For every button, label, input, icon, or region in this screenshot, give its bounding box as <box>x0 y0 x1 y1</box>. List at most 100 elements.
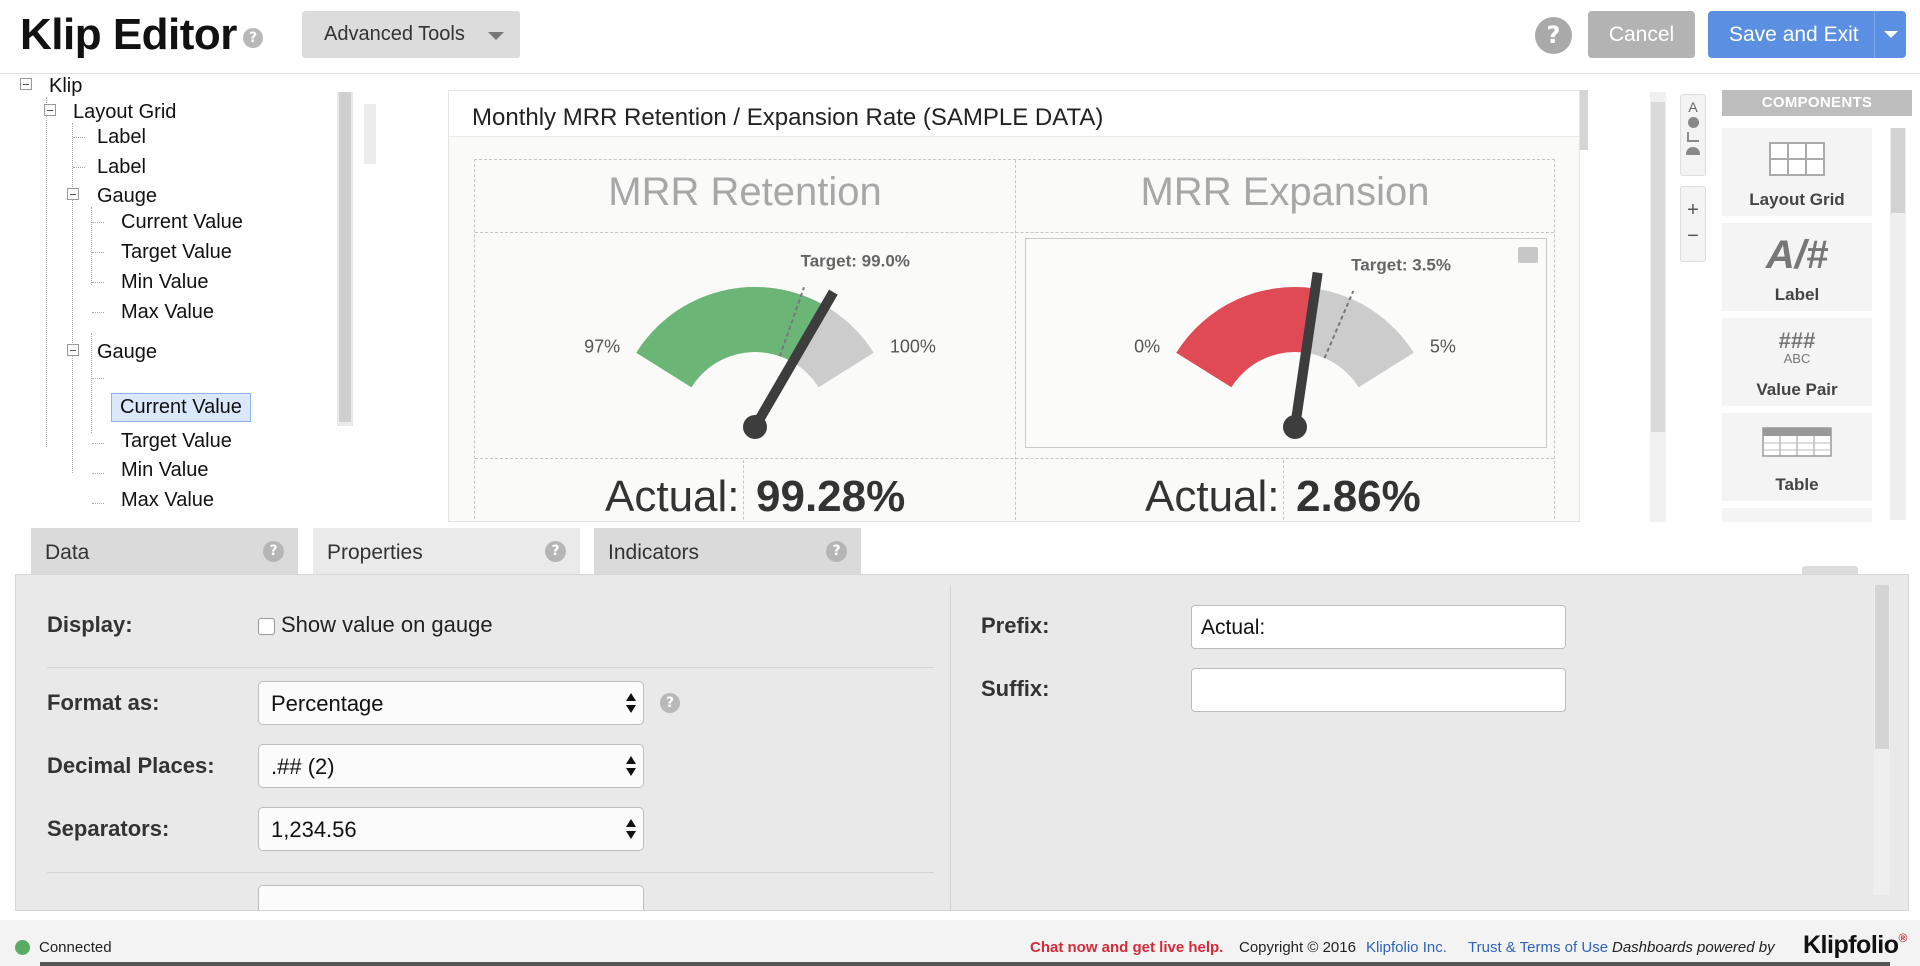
components-scrollbar-thumb[interactable] <box>1891 128 1905 213</box>
tab-data[interactable]: Data ? <box>31 528 298 574</box>
tree-node-current-value[interactable]: Current Value <box>121 211 243 233</box>
tree-node-min-value[interactable]: Min Value <box>121 459 209 481</box>
tree-node-label[interactable]: Label <box>97 156 146 178</box>
tree-node-max-value[interactable]: Max Value <box>121 301 215 323</box>
expansion-gauge[interactable]: 0% 5% Target: 3.5% <box>1055 242 1535 452</box>
format-select[interactable]: Percentage <box>258 681 644 725</box>
tree-scrollbar-thumb[interactable] <box>339 92 351 422</box>
component-menu-icon[interactable] <box>1518 247 1538 263</box>
klip-preview[interactable]: Monthly MRR Retention / Expansion Rate (… <box>448 90 1580 522</box>
gauge-target-label: Target: 99.0% <box>801 251 910 270</box>
help-icon[interactable]: ? <box>545 541 566 562</box>
next-select-partial[interactable] <box>258 885 644 910</box>
display-label: Display: <box>47 612 133 637</box>
components-scrollbar[interactable] <box>1890 128 1906 520</box>
bar-tool-icon[interactable] <box>1687 132 1699 142</box>
klip-title: Monthly MRR Retention / Expansion Rate (… <box>449 91 1579 137</box>
tree-line <box>73 137 85 138</box>
tab-properties[interactable]: Properties ? <box>313 528 580 574</box>
help-icon[interactable]: ? <box>826 541 847 562</box>
zoom-out-icon[interactable]: − <box>1687 225 1699 247</box>
component-label: Layout Grid <box>1749 190 1845 209</box>
text-tool-icon[interactable]: A <box>1688 99 1698 115</box>
collapse-toggle-icon[interactable] <box>67 344 79 356</box>
properties-scrollbar[interactable] <box>1874 585 1890 895</box>
tab-indicators[interactable]: Indicators ? <box>594 528 861 574</box>
gauge-needle <box>1290 271 1323 428</box>
help-icon[interactable]: ? <box>1535 17 1572 54</box>
pie-tool-icon[interactable] <box>1687 117 1699 128</box>
app-title: Klip Editor <box>20 10 237 59</box>
tree-node-current-value-selected[interactable]: Current Value <box>111 393 251 422</box>
panel-resize-handle[interactable] <box>1802 566 1858 574</box>
trademark-icon: ® <box>1898 931 1907 945</box>
component-value-pair[interactable]: ### ABC Value Pair <box>1722 318 1872 406</box>
chat-link[interactable]: Chat now and get live help. <box>1030 939 1224 956</box>
canvas-left-handle[interactable] <box>364 104 376 164</box>
grid-divider <box>1283 460 1284 521</box>
component-table[interactable]: Table <box>1722 413 1872 501</box>
tree-node-max-value[interactable]: Max Value <box>121 489 215 511</box>
tree-line <box>92 222 104 223</box>
tree-node-gauge[interactable]: Gauge <box>97 341 158 363</box>
advanced-tools-label: Advanced Tools <box>324 23 465 45</box>
component-label: Label <box>1774 285 1820 304</box>
prefix-input[interactable]: Actual: <box>1191 605 1566 649</box>
gauge-target-label: Target: 3.5% <box>1351 256 1451 275</box>
help-icon[interactable]: ? <box>660 693 680 713</box>
separators-value: 1,234.56 <box>271 817 357 842</box>
copyright-text: Copyright © 2016 <box>1239 939 1356 956</box>
save-options-chevron-icon[interactable] <box>1874 11 1906 58</box>
tree-node-target-value[interactable]: Target Value <box>121 430 232 452</box>
format-label: Format as: <box>47 690 160 715</box>
help-icon[interactable]: ? <box>263 541 284 562</box>
footer-edge <box>40 962 1890 966</box>
tree-node-label[interactable]: Label <box>97 126 146 148</box>
expansion-actual-value[interactable]: 2.86% <box>1296 472 1421 521</box>
label-icon: A/# <box>1765 233 1829 277</box>
component-layout-grid[interactable]: Layout Grid <box>1722 128 1872 216</box>
terms-link[interactable]: Trust & Terms of Use <box>1468 939 1609 956</box>
collapse-toggle-icon[interactable] <box>20 78 32 90</box>
tree-node-klip[interactable]: Klip <box>49 75 83 97</box>
show-value-checkbox[interactable] <box>258 618 275 635</box>
component-label-item[interactable]: A/# Label <box>1722 223 1872 311</box>
collapse-toggle-icon[interactable] <box>44 104 56 116</box>
tree-node-gauge[interactable]: Gauge <box>97 185 158 207</box>
retention-actual-value[interactable]: 99.28% <box>756 472 906 521</box>
advanced-tools-dropdown[interactable]: Advanced Tools <box>302 11 520 58</box>
layout-grid[interactable]: MRR Retention MRR Expansion 97% 100% Targe… <box>474 159 1555 521</box>
tree-node-min-value[interactable]: Min Value <box>121 271 209 293</box>
grid-divider <box>743 460 744 521</box>
components-header: COMPONENTS <box>1722 90 1912 116</box>
gauge-tool-icon[interactable] <box>1686 147 1700 155</box>
tree-node-layout-grid[interactable]: Layout Grid <box>73 101 177 123</box>
properties-scrollbar-thumb[interactable] <box>1875 585 1889 749</box>
save-and-exit-button[interactable]: Save and Exit <box>1708 11 1906 58</box>
klipfolio-logo[interactable]: Klipfolio® <box>1803 931 1907 960</box>
gauge-min-label: 0% <box>1134 336 1160 356</box>
show-value-label[interactable]: Show value on gauge <box>281 612 493 637</box>
company-link[interactable]: Klipfolio Inc. <box>1366 939 1447 956</box>
suffix-input[interactable] <box>1191 668 1566 712</box>
decimal-places-select[interactable]: .## (2) <box>258 744 644 788</box>
tree-node-target-value[interactable]: Target Value <box>121 241 232 263</box>
title-help-icon[interactable]: ? <box>243 28 263 48</box>
canvas-scrollbar-thumb[interactable] <box>1651 102 1665 432</box>
retention-actual-prefix[interactable]: Actual: <box>605 472 740 521</box>
component-item-partial[interactable] <box>1722 508 1872 522</box>
divider <box>47 872 934 873</box>
retention-gauge[interactable]: 97% 100% Target: 99.0% <box>515 242 995 452</box>
cancel-button[interactable]: Cancel <box>1588 11 1695 58</box>
expansion-actual-prefix[interactable]: Actual: <box>1145 472 1280 521</box>
separators-select[interactable]: 1,234.56 <box>258 807 644 851</box>
chevron-down-icon <box>488 32 504 40</box>
klipfolio-logo-text: Klipfolio <box>1803 931 1899 959</box>
tree-scrollbar[interactable] <box>337 92 353 426</box>
mrr-expansion-label[interactable]: MRR Expansion <box>1140 170 1430 214</box>
mrr-retention-label[interactable]: MRR Retention <box>608 170 882 214</box>
collapse-toggle-icon[interactable] <box>67 188 79 200</box>
klip-scrollbar[interactable] <box>1580 90 1588 150</box>
zoom-in-icon[interactable]: + <box>1687 199 1699 221</box>
canvas-scrollbar[interactable] <box>1650 92 1666 522</box>
